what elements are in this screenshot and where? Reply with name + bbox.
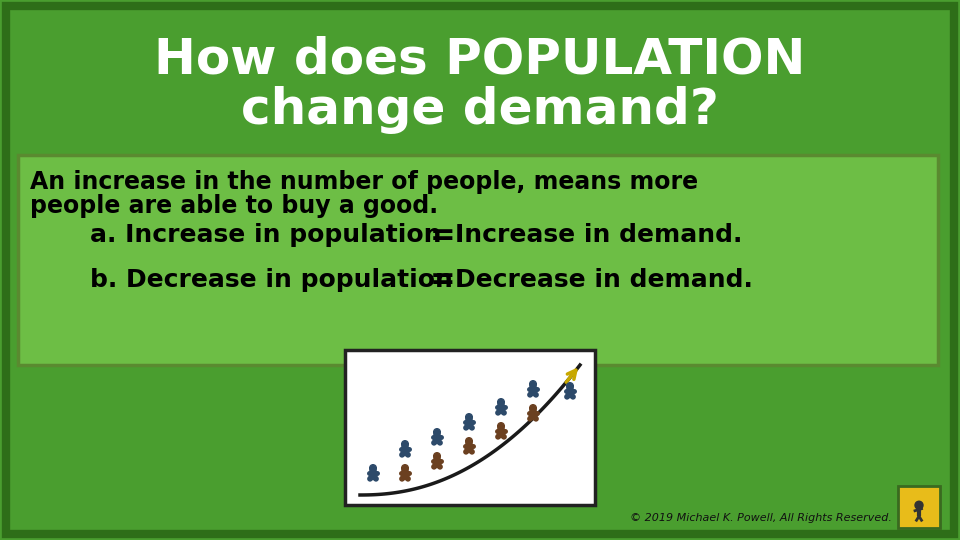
FancyBboxPatch shape [898,486,940,528]
Circle shape [466,438,472,444]
Text: people are able to buy a good.: people are able to buy a good. [30,194,438,218]
Circle shape [530,381,537,387]
Text: =: = [430,266,456,294]
Text: An increase in the number of people, means more: An increase in the number of people, mea… [30,170,698,194]
Text: Decrease in demand.: Decrease in demand. [455,268,753,292]
Circle shape [434,429,441,435]
Circle shape [401,465,408,471]
Circle shape [401,441,408,447]
Circle shape [530,404,537,411]
Text: © 2019 Michael K. Powell, All Rights Reserved.: © 2019 Michael K. Powell, All Rights Res… [630,513,892,523]
Circle shape [466,414,472,420]
Text: a. Increase in population: a. Increase in population [90,223,442,247]
Circle shape [497,399,504,406]
Text: =: = [430,220,456,249]
Text: change demand?: change demand? [241,86,719,134]
Text: Increase in demand.: Increase in demand. [455,223,742,247]
Circle shape [915,501,923,509]
Circle shape [566,383,573,389]
Circle shape [434,453,441,460]
Text: How does POPULATION: How does POPULATION [155,36,805,84]
Text: b. Decrease in population: b. Decrease in population [90,268,453,292]
Circle shape [497,423,504,429]
Circle shape [370,465,376,471]
FancyBboxPatch shape [18,155,938,365]
FancyBboxPatch shape [345,350,595,505]
